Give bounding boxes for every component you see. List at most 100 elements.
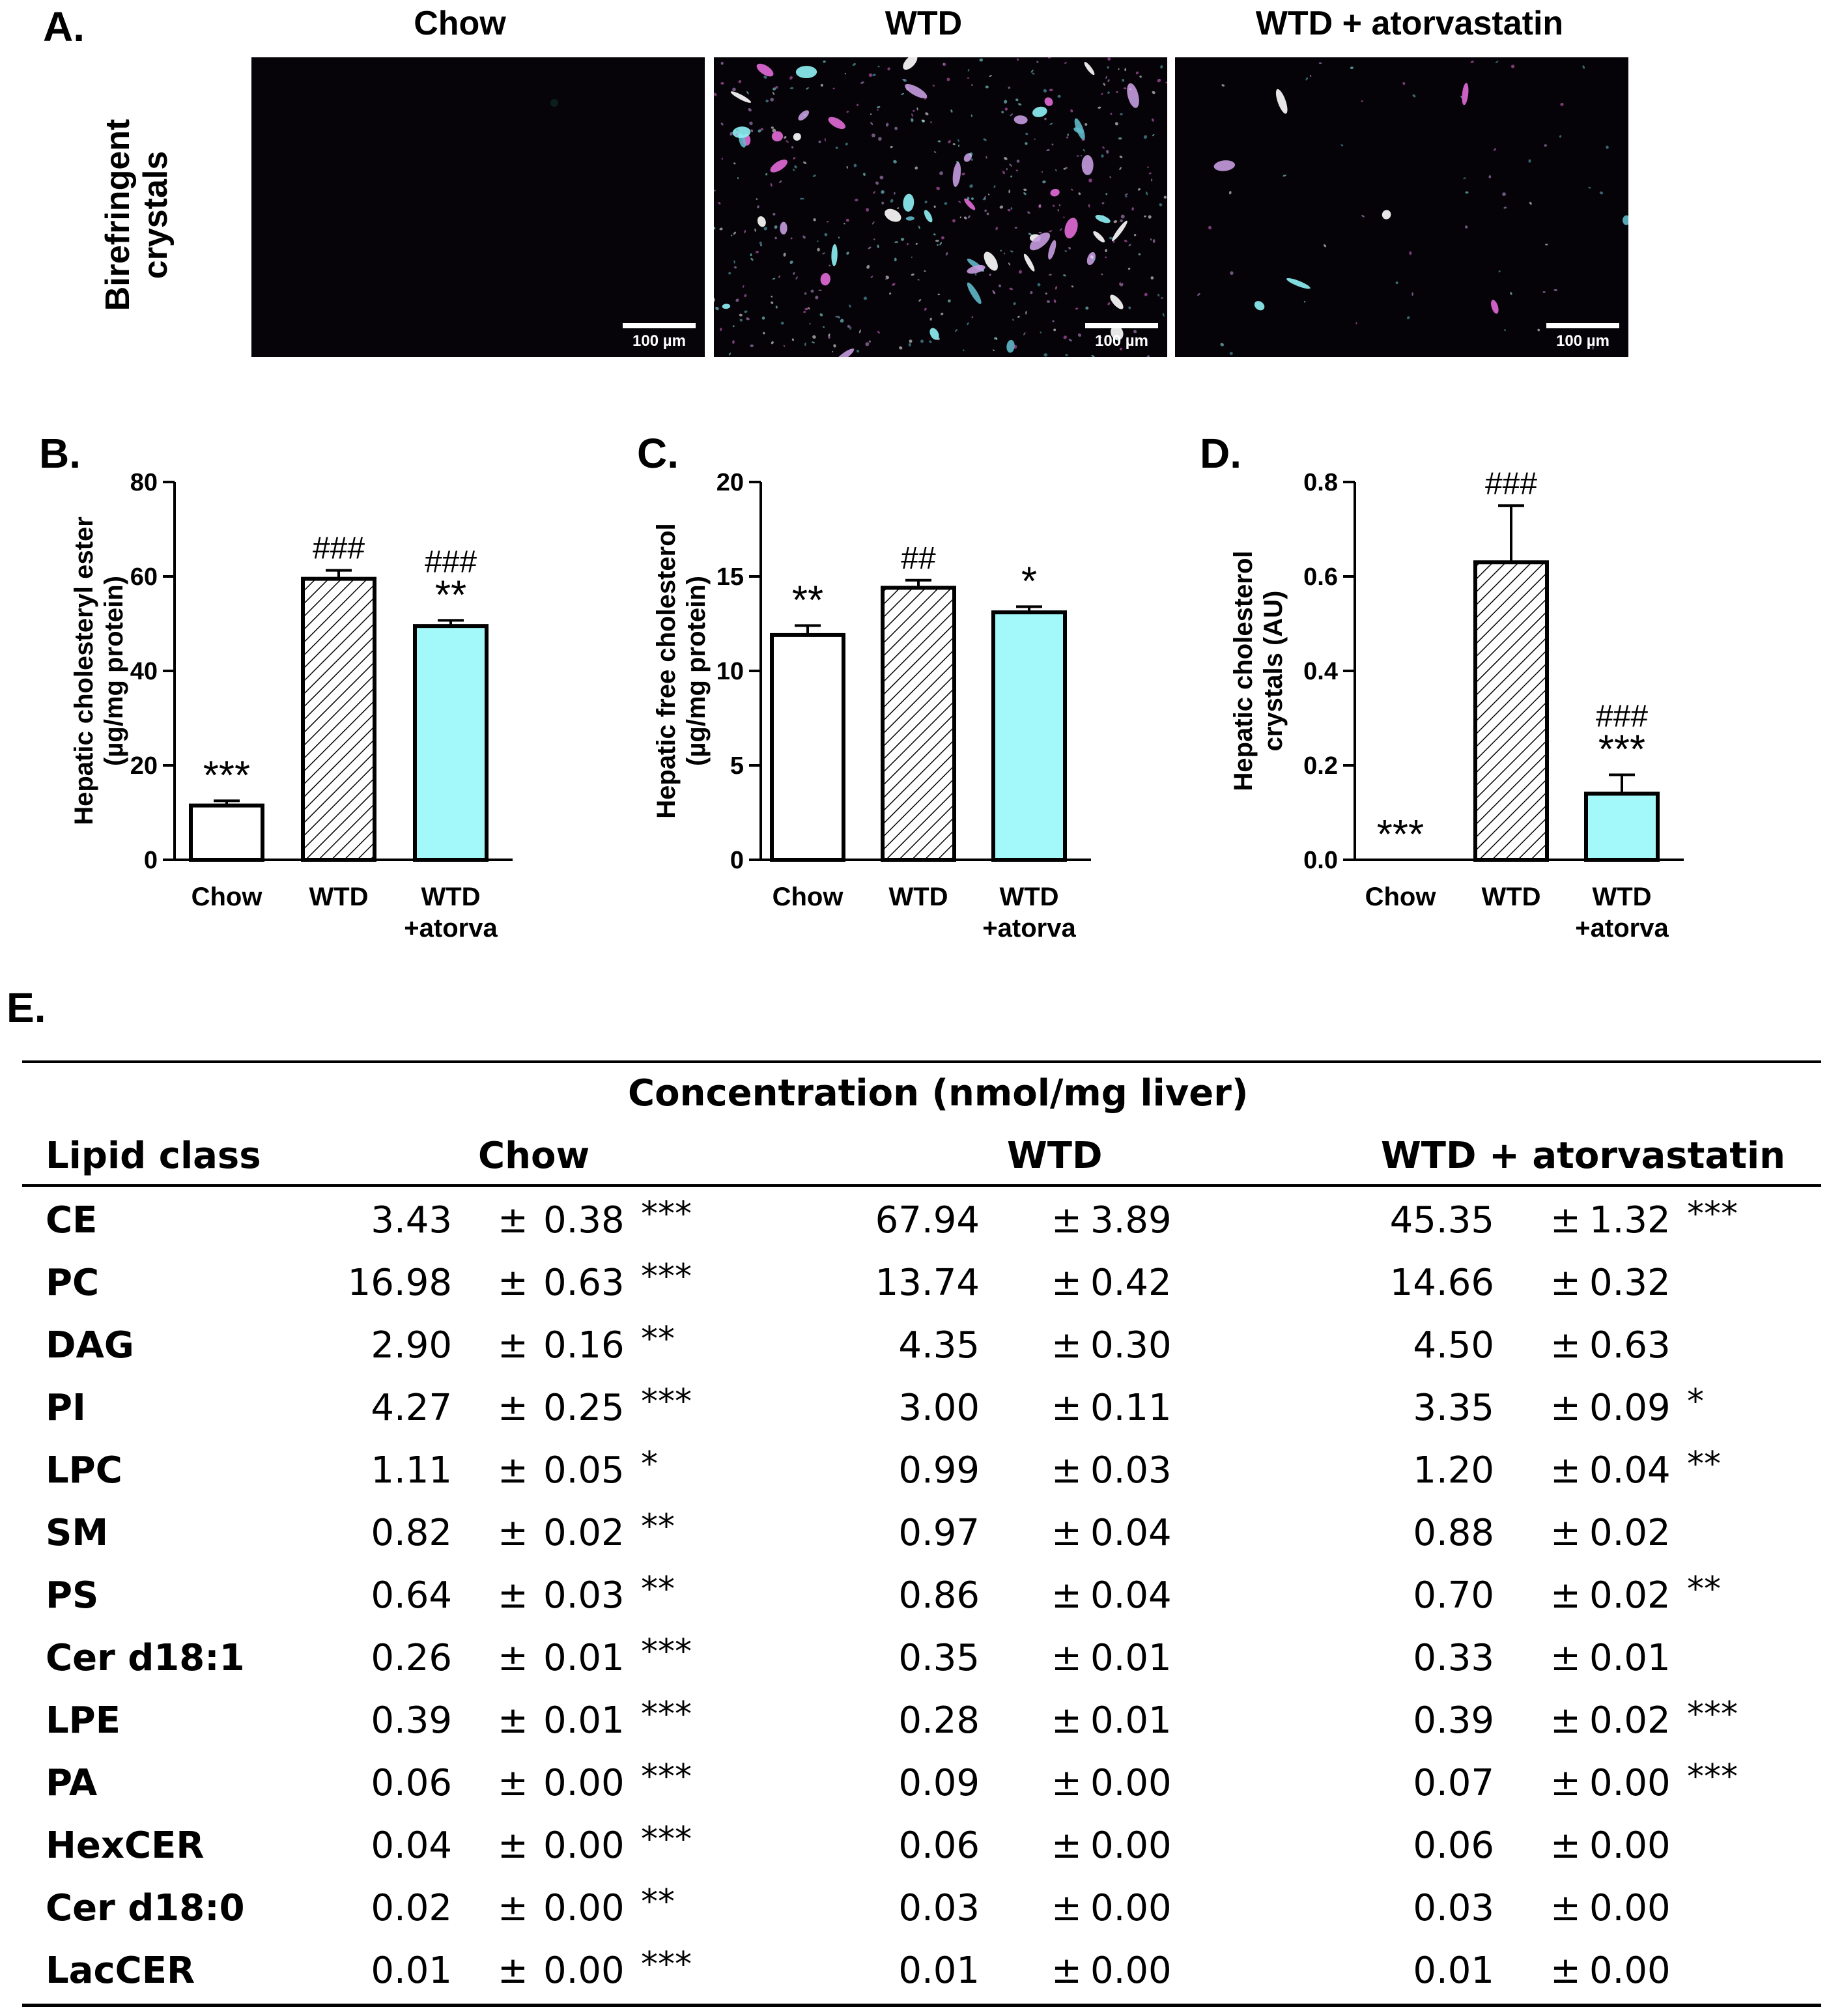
wtd-speck xyxy=(759,241,762,244)
lipid-table: Concentration (nmol/mg liver) Lipid clas… xyxy=(22,1055,1821,2013)
atorva-speck xyxy=(1488,175,1492,178)
atorva-speck xyxy=(1537,328,1540,332)
wtd-speck xyxy=(803,161,807,165)
wtd-bg xyxy=(714,57,1167,357)
wtd-speck xyxy=(1107,66,1109,69)
lipid-class-name: SM xyxy=(46,1512,109,1554)
chart-b-bar xyxy=(189,803,264,862)
plus-minus: ± xyxy=(1051,1887,1082,1929)
sem-value: 0.00 xyxy=(1589,1824,1671,1867)
wtd-speck xyxy=(755,251,759,253)
wtd-speck xyxy=(1045,292,1047,295)
wtd-speck xyxy=(1065,354,1068,356)
plus-minus: ± xyxy=(498,1887,528,1929)
wtd-speck xyxy=(1129,88,1131,90)
wtd-speck xyxy=(875,181,879,185)
wtd-speck xyxy=(924,210,933,223)
plus-minus: ± xyxy=(498,1512,528,1554)
chart-b-ylabel-line1: Hepatic cholesteryl ester xyxy=(70,517,98,825)
wtd-speck xyxy=(779,180,782,183)
atorva-speck xyxy=(1361,100,1364,102)
wtd-speck xyxy=(1090,255,1094,259)
atorva-speck xyxy=(1528,159,1531,163)
wtd-speck xyxy=(1006,339,1015,353)
wtd-speck xyxy=(1038,205,1042,208)
micrograph-wtd-atorva: 100 µm xyxy=(1175,57,1628,357)
wtd-speck xyxy=(1017,58,1019,61)
table-row: LacCER 0.01 ±0.00 *** 0.01 ±0.00 0.01 ±0.00 xyxy=(22,1940,1821,2002)
wtd-speck xyxy=(1032,72,1035,75)
sem-value: 0.02 xyxy=(1589,1699,1671,1742)
lipid-class-name: DAG xyxy=(46,1324,134,1367)
atorva-speck xyxy=(1498,270,1501,273)
atorva-speck xyxy=(1229,352,1233,355)
atorva-speck xyxy=(1323,244,1327,248)
sem-value: 0.00 xyxy=(543,1762,625,1804)
wtd-speck xyxy=(860,81,864,84)
wtd-speck xyxy=(1083,149,1086,152)
plus-minus: ± xyxy=(1550,1512,1581,1554)
wtd-speck xyxy=(1041,171,1043,173)
wtd-speck xyxy=(784,136,787,139)
atorva-speck xyxy=(1491,300,1499,314)
chart-c-bar xyxy=(770,632,845,862)
wtd-speck xyxy=(1159,203,1163,206)
wtd-speck xyxy=(819,313,823,317)
scale-bar-chow: 100 µm xyxy=(623,323,696,350)
wtd-speck xyxy=(985,85,989,89)
table-row: PI 4.27 ±0.25 *** 3.00 ±0.11 3.35 ±0.09 * xyxy=(22,1377,1821,1440)
wtd-speck xyxy=(958,201,961,203)
table-row: PS 0.64 ±0.03 ** 0.86 ±0.04 0.70 ±0.02 ** xyxy=(22,1565,1821,1627)
mean-value: 0.86 xyxy=(898,1574,980,1617)
wtd-speck xyxy=(1053,205,1055,207)
plus-minus: ± xyxy=(498,1824,528,1867)
wtd-speck xyxy=(1163,195,1167,199)
chart-b-ytick-label: 60 xyxy=(130,563,158,591)
wtd-speck xyxy=(1106,149,1109,154)
wtd-speck xyxy=(914,166,918,170)
wtd-speck xyxy=(946,78,950,81)
atorva-speck xyxy=(1460,95,1463,98)
mean-value: 0.02 xyxy=(371,1887,452,1929)
wtd-speck xyxy=(771,131,784,142)
chart-b-panel-label: B. xyxy=(39,430,81,477)
chart-c-bar xyxy=(881,586,956,862)
wtd-speck xyxy=(933,205,936,208)
plus-minus: ± xyxy=(1051,1950,1082,1992)
header-wtd-atorvastatin: WTD + atorvastatin xyxy=(1381,1135,1786,1177)
plus-minus: ± xyxy=(1051,1199,1082,1242)
wtd-speck xyxy=(728,272,731,275)
mean-value: 16.98 xyxy=(347,1262,452,1304)
wtd-speck xyxy=(735,133,738,136)
wtd-speck xyxy=(730,132,733,136)
wtd-speck xyxy=(1068,246,1071,250)
lipid-class-name: CE xyxy=(46,1199,98,1242)
plus-minus: ± xyxy=(1550,1199,1581,1242)
sem-value: 0.00 xyxy=(543,1950,625,1992)
wtd-speck xyxy=(969,184,973,188)
wtd-speck xyxy=(739,319,743,322)
wtd-speck xyxy=(900,238,905,241)
wtd-speck xyxy=(1012,319,1014,321)
wtd-speck xyxy=(795,276,798,280)
wtd-speck xyxy=(849,327,852,330)
wtd-speck xyxy=(1148,215,1152,219)
wtd-speck xyxy=(1049,89,1053,92)
wtd-speck xyxy=(1008,86,1011,89)
plus-minus: ± xyxy=(1550,1387,1581,1429)
wtd-speck xyxy=(1120,113,1123,116)
wtd-speck xyxy=(870,113,872,115)
chart-d-bar xyxy=(1473,560,1549,862)
wtd-speck xyxy=(944,202,948,205)
wtd-speck xyxy=(765,99,769,103)
mean-value: 14.66 xyxy=(1389,1262,1494,1304)
atorva-speck xyxy=(1221,84,1225,87)
wtd-speck xyxy=(961,173,965,176)
sem-value: 0.11 xyxy=(1090,1387,1172,1429)
wtd-speck xyxy=(1122,78,1125,82)
wtd-speck xyxy=(1017,315,1020,318)
wtd-speck xyxy=(865,342,870,347)
wtd-speck xyxy=(818,140,821,143)
wtd-speck xyxy=(873,191,875,194)
wtd-speck xyxy=(890,145,893,149)
